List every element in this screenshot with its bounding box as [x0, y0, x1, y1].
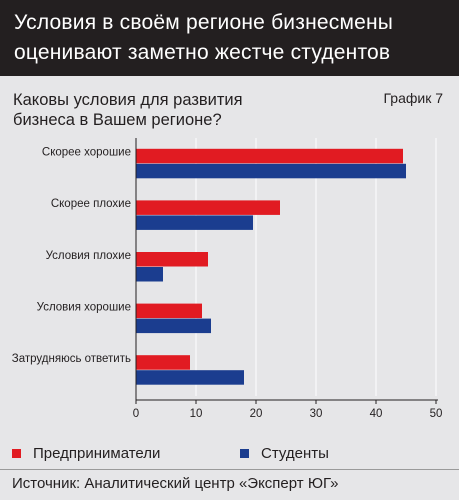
chart-header: Условия в своём регионе бизнесмены оцени…	[0, 0, 459, 76]
source-divider	[0, 469, 459, 470]
legend-item-entrepreneurs: Предприниматели	[12, 442, 160, 464]
x-tick-label-50: 50	[430, 408, 443, 420]
chart-number-label: График 7	[383, 90, 443, 106]
bar-students-4	[136, 318, 211, 334]
bar-entrepreneurs-2	[136, 200, 280, 215]
category-label-4: Условия хорошие	[37, 301, 131, 313]
question-line-1: Каковы условия для развития	[13, 91, 243, 109]
chart-question: Каковы условия для развития бизнеса в Ва…	[13, 90, 313, 130]
bar-students-2	[136, 215, 253, 230]
legend: Предприниматели Студенты	[0, 442, 459, 464]
x-tick-label-40: 40	[370, 408, 383, 420]
bar-entrepreneurs-4	[136, 303, 202, 319]
bar-entrepreneurs-5	[136, 355, 190, 370]
legend-label-entrepreneurs: Предприниматели	[33, 444, 161, 462]
bar-students-5	[136, 370, 244, 385]
header-title-line-1: Условия в своём регионе бизнесмены	[14, 11, 394, 34]
category-label-1: Скорее хорошие	[42, 147, 131, 159]
x-tick-label-30: 30	[310, 408, 323, 420]
x-tick-label-10: 10	[190, 408, 203, 420]
legend-swatch-students	[240, 448, 249, 458]
category-label-3: Условия плохие	[46, 250, 131, 262]
bar-entrepreneurs-3	[136, 252, 208, 267]
x-tick-label-20: 20	[250, 408, 263, 420]
bar-chart: Скорее хорошие Скорее плохие Условия плохи…	[12, 138, 443, 420]
category-label-5: Затрудняюсь ответить	[12, 353, 131, 365]
category-label-2: Скорее плохие	[51, 198, 131, 210]
bar-students-3	[136, 267, 163, 282]
legend-swatch-entrepreneurs	[12, 448, 21, 458]
legend-item-students: Студенты	[240, 442, 329, 464]
header-title-line-2: оценивают заметно жестче студентов	[14, 41, 391, 64]
bar-entrepreneurs-1	[136, 148, 403, 164]
bar-students-1	[136, 163, 406, 179]
x-tick-label-0: 0	[133, 408, 139, 420]
legend-label-students: Студенты	[261, 444, 329, 462]
question-line-2: бизнеса в Вашем регионе?	[13, 111, 222, 129]
source-note: Источник: Аналитический центр «Эксперт Ю…	[12, 475, 339, 492]
